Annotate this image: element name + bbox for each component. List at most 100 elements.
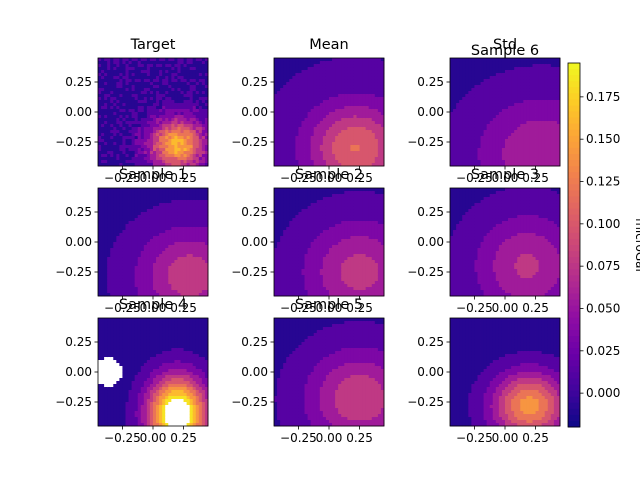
heatmap-cell bbox=[128, 242, 133, 246]
heatmap-cell bbox=[180, 91, 184, 95]
heatmap-cell bbox=[453, 73, 457, 77]
heatmap-cell bbox=[174, 154, 178, 158]
heatmap-cell bbox=[480, 124, 485, 128]
heatmap-cell bbox=[198, 112, 203, 116]
heatmap-cell bbox=[119, 242, 123, 246]
heatmap-cell bbox=[104, 109, 108, 113]
heatmap-cell bbox=[450, 139, 454, 143]
heatmap-cell bbox=[477, 139, 481, 143]
heatmap-cell bbox=[465, 70, 469, 74]
heatmap-cell bbox=[359, 160, 364, 164]
heatmap-cell bbox=[131, 194, 136, 198]
heatmap-cell bbox=[544, 100, 549, 104]
heatmap-cell bbox=[371, 154, 376, 158]
heatmap-cell bbox=[122, 200, 126, 204]
heatmap-cell bbox=[511, 91, 515, 95]
heatmap-cell bbox=[520, 64, 524, 68]
heatmap-cell bbox=[159, 191, 163, 195]
heatmap-cell bbox=[280, 94, 284, 98]
heatmap-cell bbox=[168, 224, 172, 228]
heatmap-cell bbox=[140, 163, 145, 167]
heatmap-cell bbox=[134, 106, 139, 110]
heatmap-cell bbox=[177, 67, 181, 71]
heatmap-cell bbox=[313, 88, 318, 92]
heatmap-cell bbox=[307, 94, 312, 98]
heatmap-cell bbox=[344, 73, 348, 77]
heatmap-cell bbox=[350, 58, 354, 62]
heatmap-cell bbox=[556, 151, 561, 155]
heatmap-cell bbox=[186, 139, 191, 143]
heatmap-cell bbox=[143, 154, 148, 158]
heatmap-cell bbox=[520, 142, 524, 146]
heatmap-cell bbox=[450, 109, 454, 113]
heatmap-cell bbox=[307, 70, 312, 74]
heatmap-cell bbox=[149, 157, 154, 161]
heatmap-cell bbox=[371, 85, 376, 89]
heatmap-cell bbox=[532, 58, 536, 62]
heatmap-cell bbox=[371, 142, 376, 146]
heatmap-cell bbox=[498, 160, 503, 164]
heatmap-cell bbox=[131, 85, 136, 89]
heatmap-cell bbox=[289, 163, 293, 167]
heatmap-cell bbox=[468, 67, 472, 71]
heatmap-cell bbox=[462, 145, 466, 149]
heatmap-cell bbox=[171, 154, 175, 158]
heatmap-cell bbox=[322, 97, 327, 101]
heatmap-cell bbox=[171, 160, 175, 164]
heatmap-cell bbox=[204, 115, 209, 119]
heatmap-cell bbox=[359, 61, 364, 65]
heatmap-cell bbox=[168, 257, 172, 261]
heatmap-cell bbox=[146, 239, 151, 243]
heatmap-cell bbox=[119, 73, 123, 77]
heatmap-cell bbox=[153, 293, 157, 297]
heatmap-cell bbox=[338, 142, 342, 146]
heatmap-cell bbox=[471, 118, 475, 122]
heatmap-cell bbox=[368, 151, 373, 155]
heatmap-cell bbox=[104, 197, 108, 201]
heatmap-cell bbox=[523, 133, 527, 137]
heatmap-cell bbox=[347, 124, 351, 128]
heatmap-cell bbox=[550, 88, 555, 92]
heatmap-cell bbox=[137, 224, 142, 228]
heatmap-cell bbox=[325, 127, 330, 131]
heatmap-cell bbox=[526, 127, 530, 131]
heatmap-cell bbox=[159, 85, 163, 89]
heatmap-cell bbox=[137, 254, 142, 258]
heatmap-cell bbox=[374, 133, 379, 137]
heatmap-cell bbox=[98, 115, 102, 119]
heatmap-cell bbox=[550, 85, 555, 89]
heatmap-cell bbox=[529, 94, 533, 98]
heatmap-cell bbox=[110, 209, 114, 213]
heatmap-cell bbox=[113, 145, 117, 149]
heatmap-cell bbox=[477, 160, 481, 164]
heatmap-cell bbox=[140, 266, 145, 270]
heatmap-cell bbox=[520, 67, 524, 71]
heatmap-cell bbox=[146, 103, 151, 107]
heatmap-cell bbox=[535, 133, 540, 137]
heatmap-cell bbox=[159, 112, 163, 116]
heatmap-cell bbox=[171, 118, 175, 122]
heatmap-cell bbox=[134, 124, 139, 128]
heatmap-cell bbox=[131, 287, 136, 291]
heatmap-cell bbox=[156, 76, 160, 80]
heatmap-cell bbox=[538, 100, 543, 104]
heatmap-cell bbox=[517, 103, 521, 107]
heatmap-cell bbox=[280, 112, 284, 116]
heatmap-cell bbox=[113, 188, 117, 192]
heatmap-cell bbox=[486, 112, 491, 116]
heatmap-cell bbox=[183, 73, 188, 77]
heatmap-cell bbox=[189, 115, 194, 119]
heatmap-cell bbox=[165, 163, 169, 167]
heatmap-cell bbox=[295, 58, 299, 62]
heatmap-cell bbox=[514, 127, 518, 131]
heatmap-cell bbox=[338, 88, 342, 92]
heatmap-cell bbox=[122, 287, 126, 291]
heatmap-cell bbox=[140, 194, 145, 198]
heatmap-cell bbox=[177, 58, 181, 62]
heatmap-cell bbox=[119, 121, 123, 125]
heatmap-cell bbox=[116, 254, 120, 258]
heatmap-cell bbox=[374, 91, 379, 95]
heatmap-cell bbox=[162, 200, 166, 204]
heatmap-cell bbox=[286, 133, 290, 137]
heatmap-cell bbox=[277, 70, 281, 74]
